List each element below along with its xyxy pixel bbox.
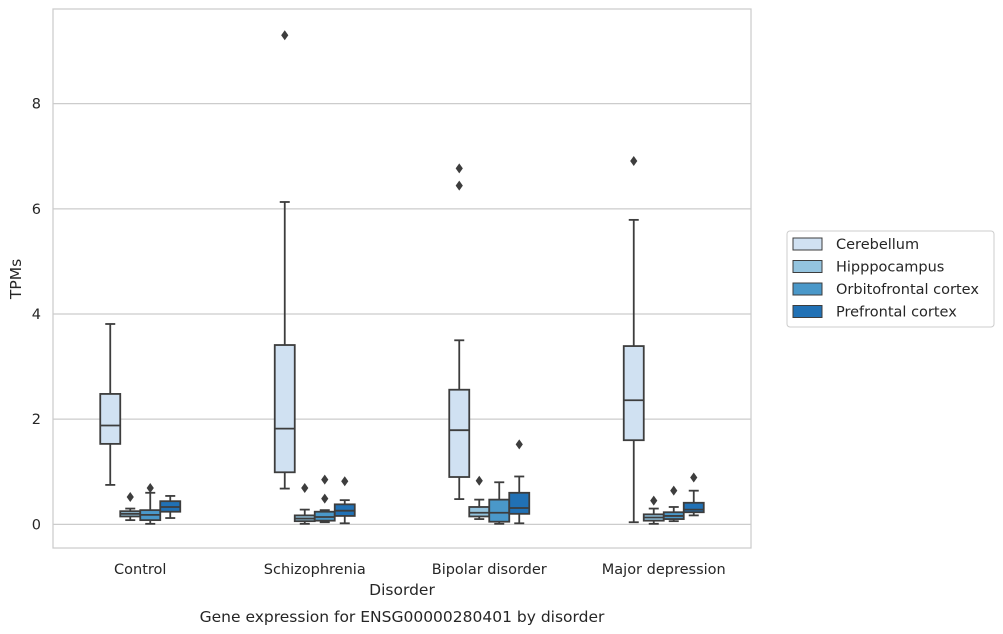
legend: Cerebellum Hipppocampus Orbitofrontal cort…: [786, 230, 995, 328]
outlier-point: [281, 30, 289, 41]
outlier-point: [455, 180, 463, 191]
outlier-point: [126, 491, 134, 502]
box-groups: [99, 30, 705, 525]
x-tick-label: Schizophrenia: [264, 562, 366, 578]
outlier-point: [650, 495, 658, 506]
box-orbitofrontal-cortex: [662, 485, 685, 523]
plot-frame: [52, 8, 752, 549]
legend-swatch: [792, 282, 823, 296]
box-prefrontal-cortex: [508, 439, 531, 525]
box-orbitofrontal-cortex: [139, 483, 162, 525]
iqr-box: [622, 345, 645, 442]
box-cerebellum: [448, 163, 471, 500]
outlier-point: [321, 474, 329, 485]
outlier-point: [630, 155, 638, 166]
box-orbitofrontal-cortex: [488, 481, 511, 525]
box-prefrontal-cortex: [159, 495, 182, 519]
legend-label: Hipppocampus: [836, 260, 944, 276]
y-tick-label: 4: [32, 307, 41, 323]
legend-label: Orbitofrontal cortex: [836, 282, 979, 298]
box-hipppocampus: [468, 475, 491, 520]
x-axis-ticks: Control Schizophrenia Bipolar disorder Majo…: [114, 562, 726, 578]
iqr-box: [682, 501, 705, 514]
iqr-box: [99, 393, 122, 445]
outlier-point: [455, 163, 463, 174]
iqr-box: [273, 344, 296, 474]
iqr-box: [488, 498, 511, 523]
box-hipppocampus: [119, 491, 142, 522]
legend-swatch: [792, 237, 823, 251]
legend-swatch: [792, 305, 823, 318]
outlier-point: [690, 472, 698, 483]
box-cerebellum: [622, 155, 645, 524]
outlier-point: [670, 485, 678, 496]
outlier-point: [301, 483, 309, 494]
x-tick-label: Major depression: [602, 562, 726, 578]
outlier-point: [475, 475, 483, 486]
x-tick-label: Bipolar disorder: [432, 562, 547, 578]
box-cerebellum: [99, 323, 122, 486]
box-cerebellum: [273, 30, 296, 490]
legend-swatch: [792, 260, 823, 273]
y-axis-label: TPMs: [7, 259, 25, 300]
x-axis-label: Disorder: [369, 581, 435, 599]
legend-label: Prefrontal cortex: [836, 305, 957, 321]
outlier-point: [146, 483, 154, 494]
legend-frame: [786, 230, 995, 328]
box-orbitofrontal-cortex: [313, 474, 336, 524]
outlier-point: [321, 493, 329, 504]
box-hipppocampus: [642, 495, 665, 525]
iqr-box: [468, 506, 491, 518]
y-tick-label: 8: [32, 97, 41, 113]
legend-label: Cerebellum: [836, 237, 919, 253]
outlier-point: [515, 439, 523, 450]
box-prefrontal-cortex: [333, 476, 356, 525]
x-tick-label: Control: [114, 562, 166, 578]
iqr-box: [448, 388, 471, 478]
outlier-point: [341, 476, 349, 487]
y-tick-label: 2: [32, 412, 41, 428]
box-prefrontal-cortex: [682, 472, 705, 517]
y-tick-label: 0: [32, 517, 41, 533]
grid-lines: [53, 103, 751, 525]
box-hipppocampus: [293, 483, 316, 525]
y-axis-ticks: 0 2 4 6 8: [32, 97, 41, 534]
y-tick-label: 6: [32, 202, 41, 218]
iqr-box: [508, 491, 531, 515]
chart-caption: Gene expression for ENSG00000280401 by d…: [200, 608, 605, 626]
